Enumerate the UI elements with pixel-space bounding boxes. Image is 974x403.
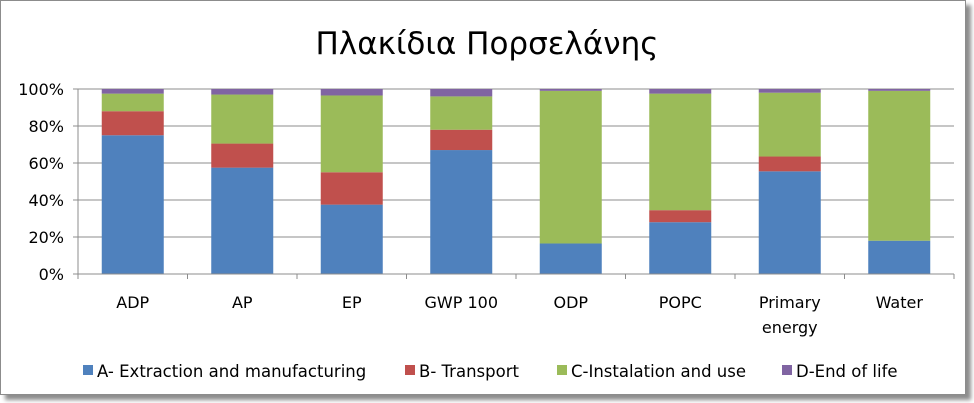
x-tick-label: EP: [342, 293, 362, 312]
y-tick-label: 100%: [18, 80, 64, 99]
x-tick-label: AP: [232, 293, 253, 312]
bar-segment: [101, 135, 164, 274]
bar-segment: [539, 90, 602, 244]
legend-swatch: [557, 365, 567, 375]
chart-title: Πλακίδια Πορσελάνης: [316, 26, 659, 62]
legend-label: C-Instalation and use: [571, 362, 746, 381]
legend: A- Extraction and manufacturing B- Transp…: [83, 362, 898, 381]
y-tick-labels: 0% 20% 40% 60% 80% 100%: [18, 80, 64, 284]
bar-segment: [649, 93, 712, 211]
bar-segment: [539, 89, 602, 91]
bar-segment: [430, 96, 493, 130]
bar-segment: [430, 89, 493, 97]
x-tick-label: ODP: [553, 293, 588, 312]
x-tick-label: ADP: [116, 293, 149, 312]
bar-segment: [320, 95, 383, 173]
bar-segment: [868, 89, 931, 91]
x-tick-label: GWP 100: [425, 293, 499, 312]
bars: [101, 89, 931, 274]
bar-segment: [758, 171, 821, 274]
x-tick-label: Water: [876, 293, 924, 312]
y-tick-label: 0%: [39, 265, 64, 284]
legend-label: B- Transport: [419, 362, 519, 381]
legend-item: C-Instalation and use: [557, 362, 746, 381]
bar-segment: [868, 240, 931, 274]
legend-swatch: [405, 365, 415, 375]
axes: [73, 88, 955, 279]
legend-swatch: [782, 365, 792, 375]
y-tick-label: 80%: [28, 117, 64, 136]
bar-segment: [758, 89, 821, 93]
legend-swatch: [83, 365, 93, 375]
legend-label: A- Extraction and manufacturing: [97, 362, 366, 381]
y-tick-label: 20%: [28, 228, 64, 247]
bar-segment: [101, 89, 164, 94]
bar-segment: [649, 210, 712, 223]
y-tick-label: 60%: [28, 154, 64, 173]
bar-segment: [101, 93, 164, 112]
legend-item: A- Extraction and manufacturing: [83, 362, 366, 381]
legend-item: D-End of life: [782, 362, 898, 381]
bar-segment: [211, 94, 274, 144]
bar-segment: [320, 204, 383, 274]
x-tick-label: Primary energy: [759, 293, 821, 337]
bar-segment: [868, 90, 931, 241]
bar-segment: [211, 143, 274, 168]
bar-segment: [539, 243, 602, 274]
bar-segment: [649, 89, 712, 94]
bar-segment: [758, 92, 821, 157]
gridlines: [78, 88, 954, 238]
bar-segment: [649, 222, 712, 274]
bar-segment: [430, 129, 493, 151]
bar-segment: [430, 150, 493, 274]
bar-segment: [320, 172, 383, 205]
legend-label: D-End of life: [796, 362, 898, 381]
bar-segment: [211, 167, 274, 274]
bar-segment: [320, 89, 383, 96]
legend-item: B- Transport: [405, 362, 519, 381]
bar-segment: [758, 156, 821, 172]
x-tick-labels: ADP AP EP GWP 100 ODP POPC Primary energy Water: [116, 293, 923, 337]
bar-segment: [211, 89, 274, 95]
bar-segment: [101, 111, 164, 136]
x-tick-label: POPC: [659, 293, 702, 312]
y-tick-label: 40%: [28, 191, 64, 210]
